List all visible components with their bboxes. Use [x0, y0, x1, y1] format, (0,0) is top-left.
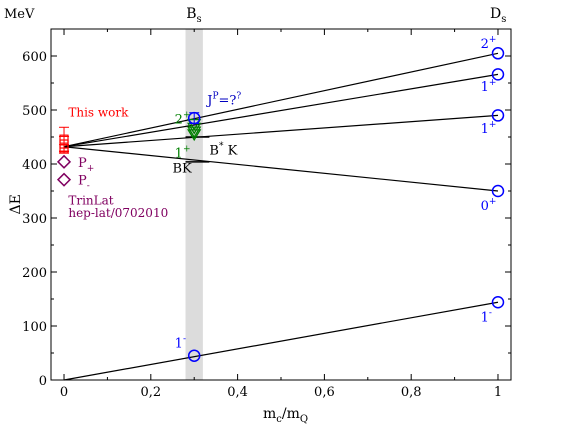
- top-label-1: Ds: [490, 6, 506, 25]
- y-axis-unit: MeV: [4, 7, 35, 22]
- data-point-square: [59, 144, 69, 154]
- state-label: 1-: [481, 309, 492, 326]
- state-label: 1+: [481, 78, 497, 95]
- threshold-label: BK: [173, 162, 193, 177]
- plot-frame: [50, 28, 512, 381]
- state-label: 1-: [175, 335, 186, 352]
- y-tick-label: 600: [22, 50, 47, 65]
- series-line: [63, 146, 499, 192]
- data-point-circle: [491, 184, 505, 198]
- x-tick-label: 0,6: [314, 385, 335, 400]
- data-point-circle: [491, 295, 505, 309]
- labels-layer: Bs Ds BK B* K P+P- 2+ 1+ JP=?? 1- 2+ 1+ 1+ 0+ 1- This …: [68, 6, 506, 352]
- x-axis-label: mc/mQ: [263, 406, 308, 425]
- data-point-triangle: [187, 129, 202, 142]
- data-point-circle: [491, 47, 505, 60]
- y-tick-label: 100: [22, 320, 47, 335]
- state-label: 0+: [481, 197, 497, 214]
- top-label-0: Bs: [186, 6, 201, 25]
- series-line: [63, 114, 499, 148]
- x-tick-label: 0,4: [227, 385, 248, 400]
- y-tick-label: 300: [22, 212, 47, 227]
- y-axis-label: ΔE: [8, 194, 24, 214]
- legend-entry: hep-lat/0702010: [68, 206, 168, 220]
- data-point-triangle: [187, 126, 202, 139]
- state-label: JP=??: [205, 92, 241, 109]
- legend-entry: This work: [68, 105, 129, 119]
- series-line: [63, 301, 499, 381]
- y-tick-label: 0: [39, 374, 47, 389]
- y-tick-label: 200: [22, 266, 47, 281]
- y-tick-label: 500: [22, 104, 47, 119]
- state-label: 2+: [175, 111, 191, 128]
- state-label: 2+: [481, 35, 497, 52]
- data-point-circle: [187, 111, 201, 125]
- data-point-circle: [491, 68, 505, 81]
- threshold-label: B* K: [209, 141, 237, 158]
- data-point-diamond: [56, 154, 72, 169]
- band-layer: [185, 29, 203, 380]
- point-label: P+: [78, 156, 94, 174]
- series-line: [63, 73, 499, 148]
- point-label: P-: [78, 174, 90, 192]
- markers-layer: [56, 47, 505, 362]
- x-tick-label: 0: [60, 385, 68, 400]
- highlight-band: [185, 29, 203, 380]
- state-label: 1+: [481, 120, 497, 137]
- x-tick-label: 0,8: [401, 385, 422, 400]
- data-point-circle: [491, 109, 505, 122]
- x-tick-label: 1: [494, 385, 502, 400]
- y-tick-label: 400: [22, 158, 47, 173]
- series-line: [63, 52, 499, 148]
- data-point-circle: [187, 349, 201, 362]
- state-label: 1+: [175, 145, 191, 162]
- legend-entry: TrinLat: [68, 194, 113, 208]
- data-point-diamond: [56, 172, 72, 187]
- x-tick-label: 0,2: [140, 385, 161, 400]
- axes-layer: 0 0,2 0,4 0,6 0,8 1 0 100 200 300 400 500 600: [22, 28, 511, 400]
- lines-layer: [63, 52, 499, 381]
